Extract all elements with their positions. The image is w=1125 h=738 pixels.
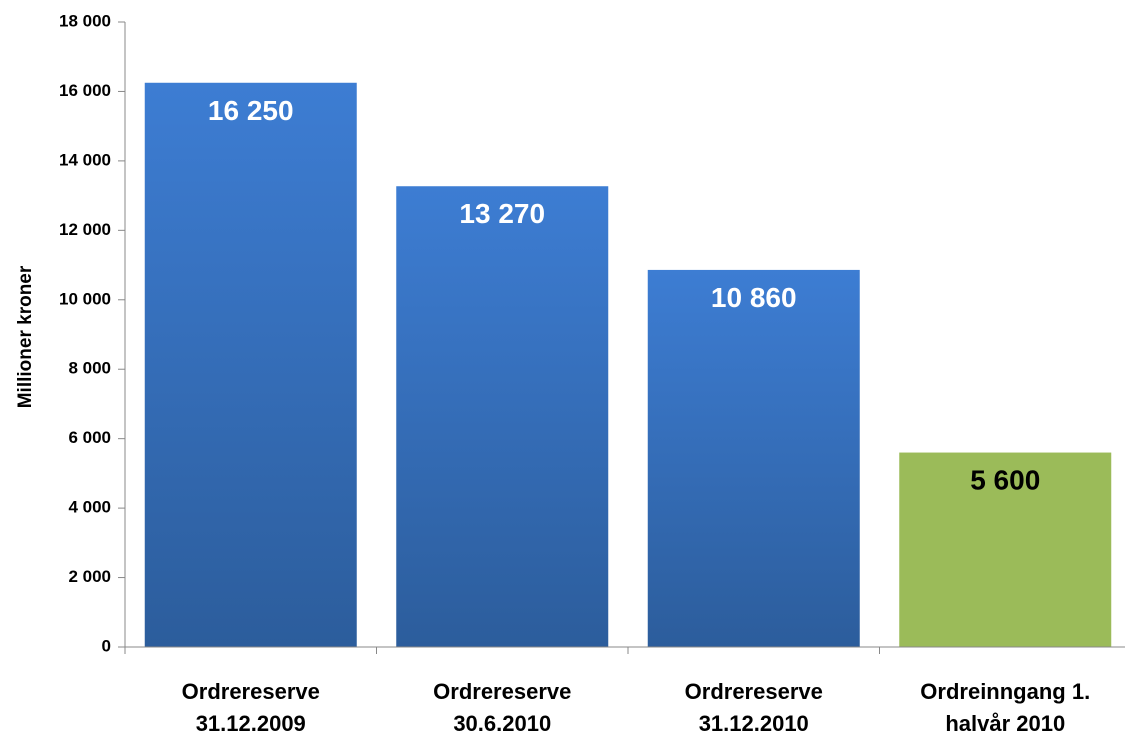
y-tick-label: 10 000 xyxy=(59,289,111,308)
x-category-label: 31.12.2009 xyxy=(196,711,306,736)
x-category-label: Ordrereserve xyxy=(182,679,320,704)
y-tick-label: 14 000 xyxy=(59,150,111,169)
y-tick-label: 16 000 xyxy=(59,81,111,100)
y-tick-label: 8 000 xyxy=(68,359,111,378)
x-category-label: 30.6.2010 xyxy=(453,711,551,736)
x-category-label: halvår 2010 xyxy=(945,711,1065,736)
x-category-label: 31.12.2010 xyxy=(699,711,809,736)
x-category-label: Ordrereserve xyxy=(685,679,823,704)
y-tick-label: 4 000 xyxy=(68,498,111,517)
x-category-label: Ordrereserve xyxy=(433,679,571,704)
bar-value-label: 5 600 xyxy=(970,465,1040,496)
bar xyxy=(899,452,1112,647)
bar-value-label: 16 250 xyxy=(208,95,294,126)
y-tick-label: 2 000 xyxy=(68,567,111,586)
bar xyxy=(396,186,609,647)
y-axis-title: Millioner kroner xyxy=(15,265,36,408)
x-category-label: Ordreinngang 1. xyxy=(920,679,1090,704)
y-tick-label: 6 000 xyxy=(68,428,111,447)
bar xyxy=(144,82,357,647)
y-tick-label: 0 xyxy=(102,636,111,655)
y-tick-label: 18 000 xyxy=(59,11,111,30)
bar-value-label: 13 270 xyxy=(459,198,545,229)
bar-value-label: 10 860 xyxy=(711,282,797,313)
bar xyxy=(647,269,860,647)
y-tick-label: 12 000 xyxy=(59,220,111,239)
